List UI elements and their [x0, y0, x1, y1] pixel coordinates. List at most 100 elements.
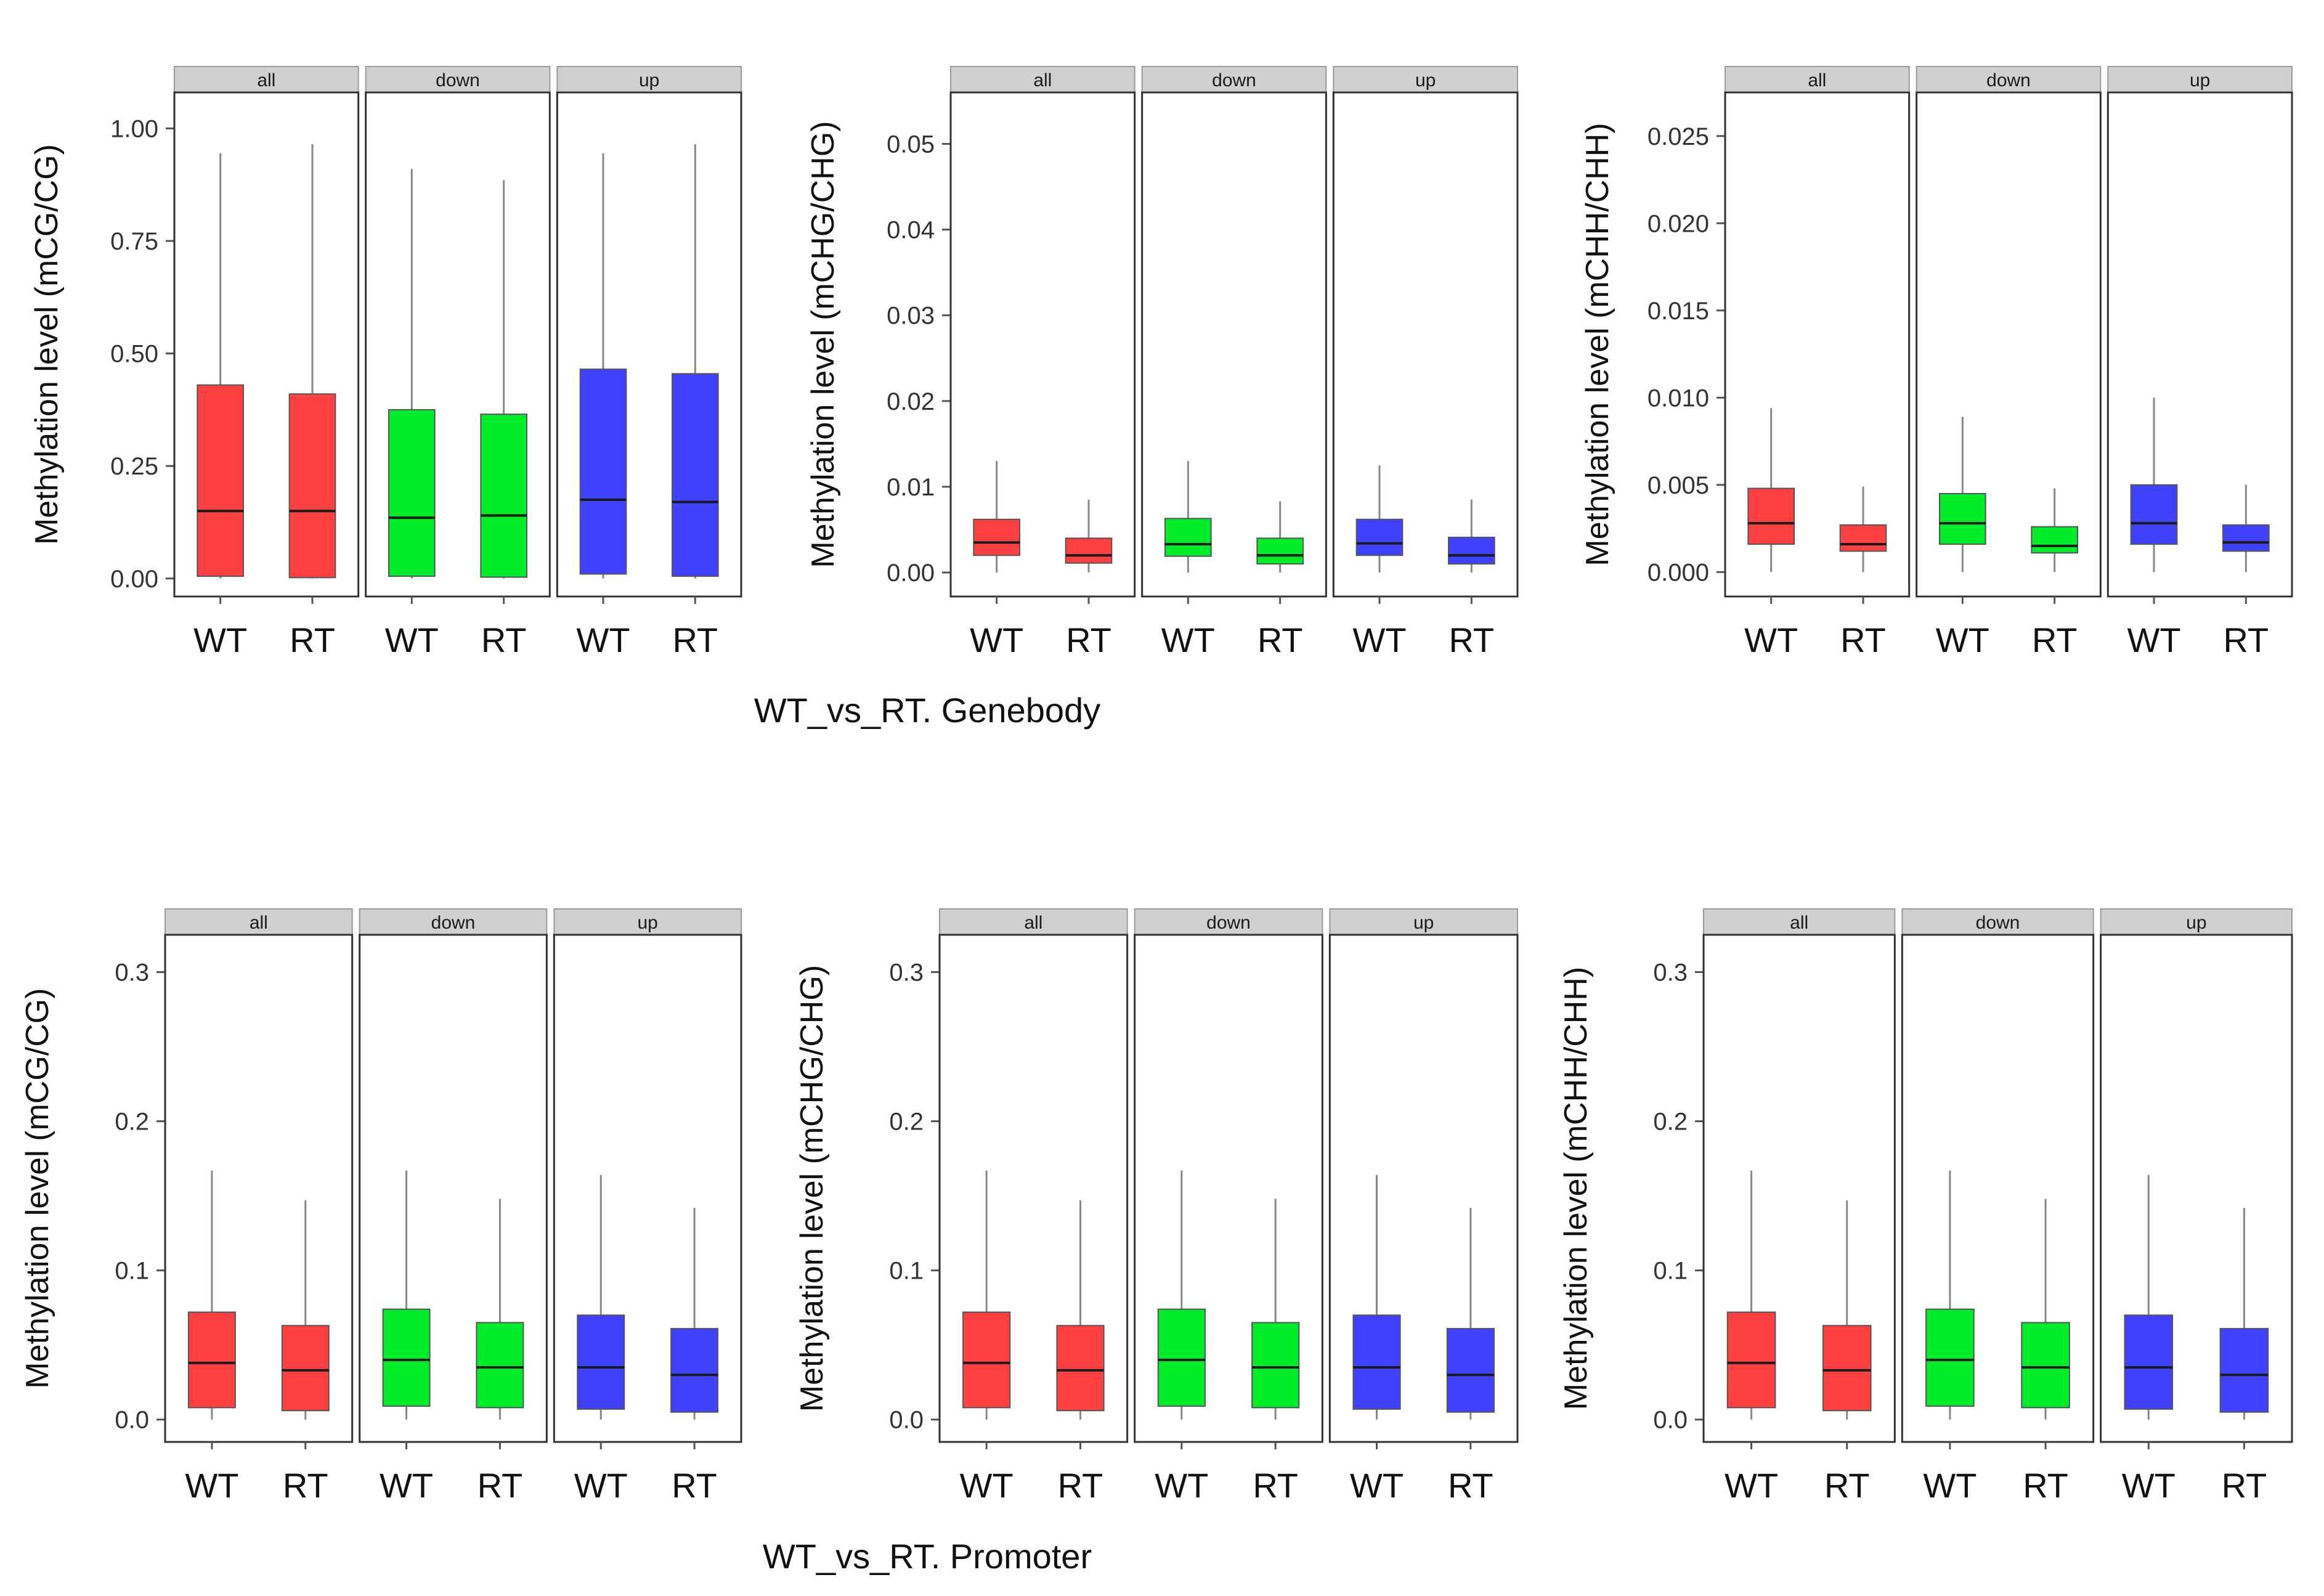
iqr-box — [1251, 1322, 1300, 1409]
facet-down: down WT RT — [359, 908, 548, 1505]
facet-strip — [553, 908, 742, 935]
y-tick-label: 0.00 — [110, 566, 158, 593]
iqr-box — [1157, 1308, 1206, 1407]
iqr-box — [2130, 484, 2178, 545]
x-category-label: WT — [385, 621, 439, 659]
boxplot-panel-5: 0.0 0.1 0.2 0.3 Methylation level (mCHG/CHG)… — [794, 908, 1519, 1505]
iqr-box — [1164, 518, 1212, 557]
facet-strip — [1916, 66, 2102, 93]
box-up-WT: WT — [2122, 1175, 2176, 1505]
iqr-box — [962, 1311, 1011, 1409]
facet-strip-label: down — [436, 70, 480, 91]
facet-down: down WT RT — [365, 66, 551, 659]
y-tick-label: 0.25 — [110, 453, 158, 480]
iqr-box — [1056, 1325, 1105, 1412]
y-tick-label: 0.000 — [1648, 559, 1709, 586]
y-axis-label: Methylation level (mCG/CG) — [29, 144, 65, 545]
facet-strip-label: all — [250, 913, 268, 933]
iqr-box — [2219, 1328, 2269, 1413]
box-all-RT: RT — [1822, 1200, 1872, 1505]
box-all-WT: WT — [1744, 408, 1798, 659]
facet-strip — [165, 908, 353, 935]
box-all-RT: RT — [1056, 1200, 1105, 1505]
x-category-label: WT — [1352, 621, 1406, 659]
facet-strip — [1134, 908, 1323, 935]
x-category-label: RT — [481, 621, 527, 659]
facet-up: up WT RT — [553, 908, 742, 1505]
facet-strip — [1333, 66, 1518, 93]
facet-up: up WT RT — [556, 66, 742, 659]
x-category-label: WT — [185, 1466, 238, 1505]
facet-frame — [949, 91, 1136, 598]
x-category-label: RT — [1253, 1466, 1298, 1505]
facet-strip-label: all — [1808, 70, 1826, 91]
box-up-RT: RT — [672, 144, 719, 659]
facet-strip-label: up — [637, 913, 657, 933]
x-category-label: RT — [2224, 621, 2269, 659]
x-category-label: RT — [290, 621, 335, 659]
y-tick-label: 0.2 — [1653, 1109, 1688, 1136]
box-up-WT: WT — [576, 153, 630, 659]
y-tick-label: 0.015 — [1648, 298, 1709, 325]
facet-down: down WT RT — [1141, 66, 1327, 659]
y-tick-label: 0.0 — [1653, 1407, 1688, 1434]
y-tick-label: 0.3 — [115, 959, 149, 987]
facet-strip-label: down — [1976, 913, 2020, 933]
x-category-label: RT — [2222, 1466, 2267, 1505]
x-category-label: RT — [672, 1466, 717, 1505]
y-tick-label: 0.020 — [1648, 210, 1709, 237]
box-down-WT: WT — [1936, 417, 1989, 659]
iqr-box — [197, 384, 245, 577]
boxplot-panel-6: 0.0 0.1 0.2 0.3 Methylation level (mCHH/CHH)… — [1558, 908, 2293, 1505]
iqr-box — [672, 373, 719, 577]
facet-strip — [1329, 908, 1518, 935]
box-all-RT: RT — [281, 1200, 330, 1505]
iqr-box — [388, 409, 436, 577]
y-tick-label: 0.3 — [889, 959, 924, 987]
y-tick-label: 0.00 — [887, 560, 935, 587]
iqr-box — [1352, 1314, 1401, 1410]
x-category-label: RT — [2023, 1466, 2068, 1505]
iqr-box — [1065, 537, 1113, 564]
iqr-box — [2124, 1314, 2174, 1410]
group-title-genebody: WT_vs_RT. Genebody — [754, 691, 1100, 730]
box-down-RT: RT — [2031, 488, 2078, 659]
box-up-RT: RT — [2219, 1207, 2269, 1505]
box-up-RT: RT — [1446, 1207, 1495, 1505]
facet-strip — [1703, 908, 1896, 935]
x-category-label: WT — [1350, 1466, 1404, 1505]
box-up-WT: WT — [574, 1175, 628, 1505]
iqr-box — [1256, 537, 1304, 565]
y-tick-label: 0.025 — [1648, 123, 1709, 150]
facet-strip-label: up — [2186, 913, 2206, 933]
box-down-WT: WT — [1155, 1170, 1208, 1505]
facet-strip-label: all — [1033, 70, 1052, 91]
x-category-label: WT — [1161, 621, 1215, 659]
iqr-box — [2222, 524, 2270, 552]
iqr-box — [2021, 1322, 2070, 1409]
iqr-box — [1448, 537, 1495, 565]
x-category-label: RT — [1448, 1466, 1493, 1505]
x-category-label: RT — [1449, 621, 1495, 659]
facet-down: down WT RT — [1901, 908, 2095, 1505]
x-category-label: WT — [1155, 1466, 1208, 1505]
box-up-WT: WT — [1352, 465, 1407, 659]
facet-strip — [1901, 908, 2094, 935]
iqr-box — [1446, 1328, 1495, 1413]
y-axis-label: Methylation level (mCHG/CHG) — [794, 965, 830, 1412]
iqr-box — [476, 1322, 524, 1409]
y-tick-label: 0.010 — [1648, 385, 1709, 412]
boxplot-panel-3: 0.000 0.005 0.010 0.015 0.020 0.025 Methylatio… — [1580, 66, 2293, 659]
iqr-box — [670, 1328, 719, 1413]
box-down-WT: WT — [380, 1170, 433, 1505]
iqr-box — [1747, 487, 1795, 545]
facet-strip-label: all — [1024, 913, 1042, 933]
box-down-RT: RT — [2021, 1199, 2070, 1505]
x-category-label: RT — [1824, 1466, 1870, 1505]
y-tick-label: 0.3 — [1653, 959, 1688, 987]
box-up-WT: WT — [2127, 397, 2181, 659]
y-tick-label: 0.01 — [887, 474, 935, 501]
y-tick-label: 0.03 — [887, 303, 935, 330]
box-down-RT: RT — [1256, 501, 1304, 659]
facet-strip-label: up — [1413, 913, 1434, 933]
